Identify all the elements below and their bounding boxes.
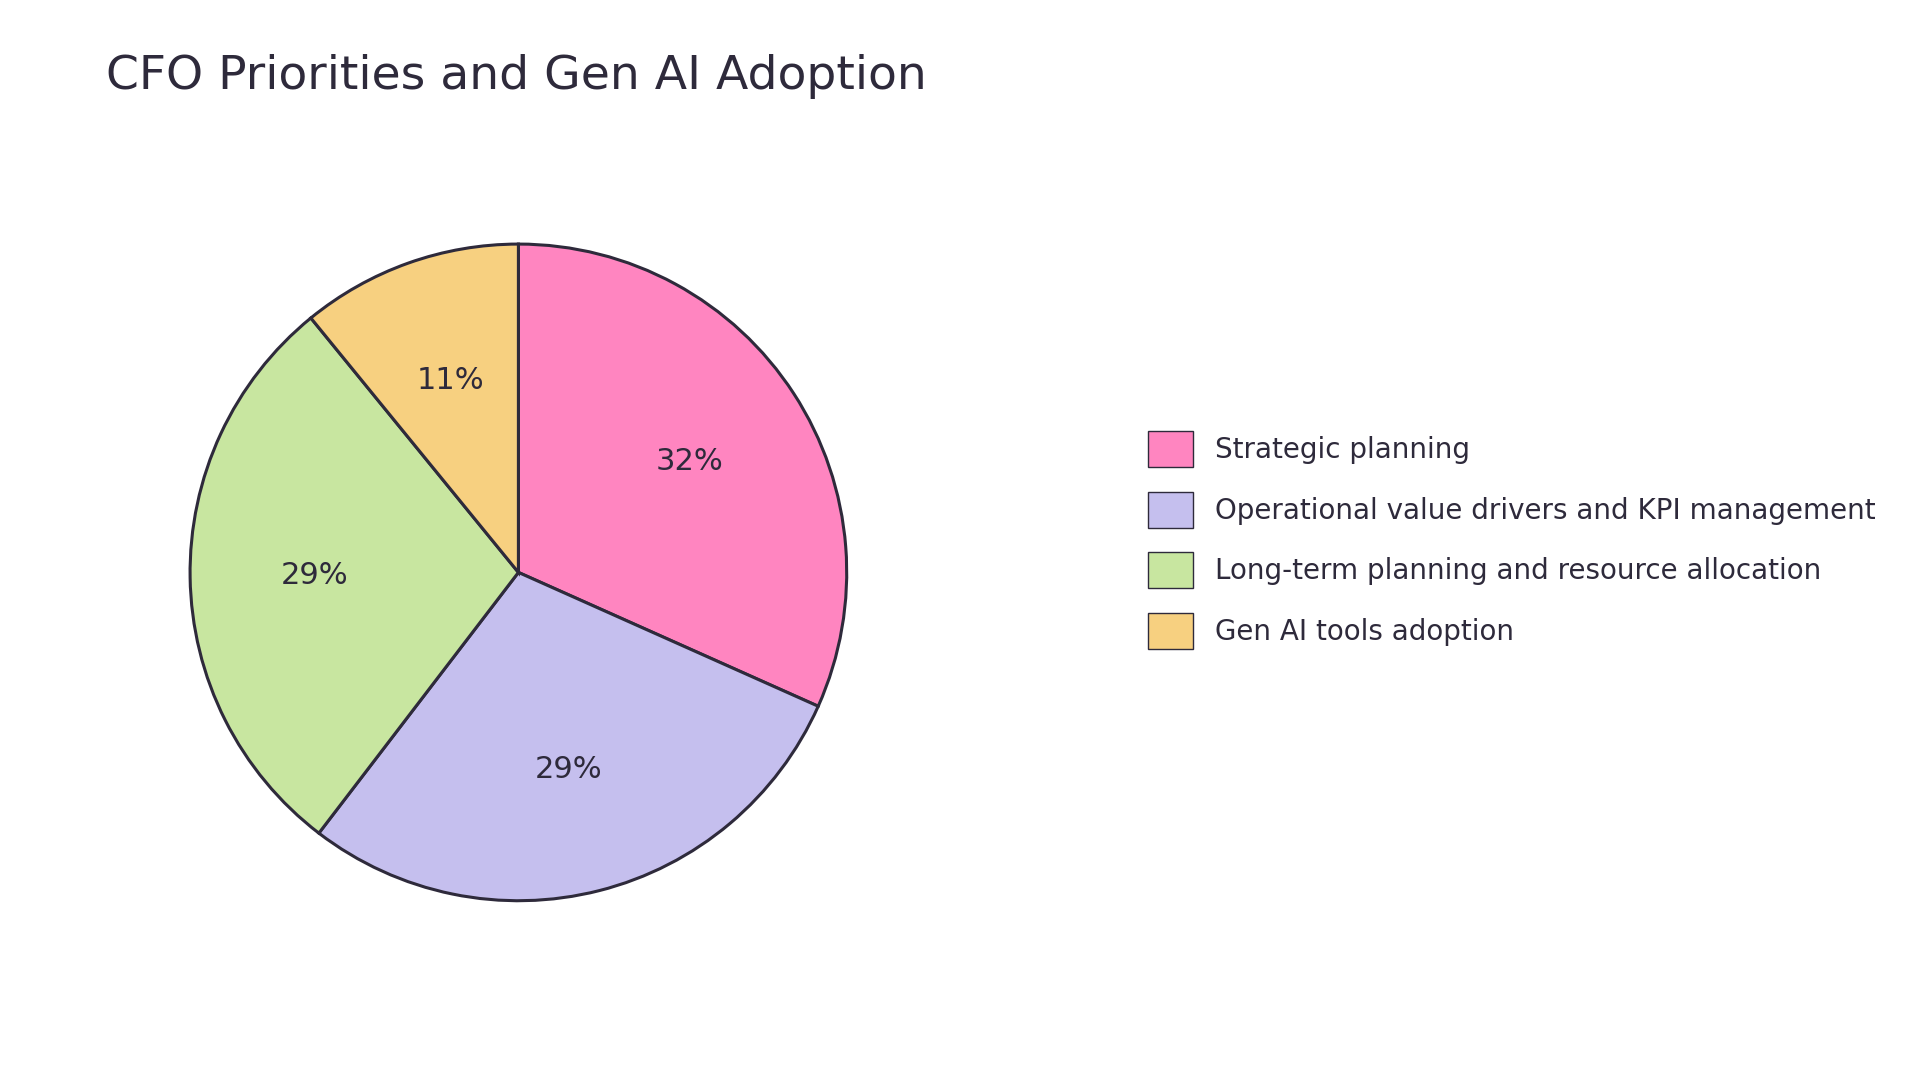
Wedge shape: [311, 244, 518, 572]
Wedge shape: [190, 318, 518, 833]
Text: 29%: 29%: [280, 562, 349, 590]
Wedge shape: [319, 572, 818, 901]
Wedge shape: [518, 244, 847, 706]
Text: 11%: 11%: [417, 366, 484, 395]
Text: CFO Priorities and Gen AI Adoption: CFO Priorities and Gen AI Adoption: [106, 54, 925, 99]
Text: 29%: 29%: [534, 755, 603, 784]
Legend: Strategic planning, Operational value drivers and KPI management, Long-term plan: Strategic planning, Operational value dr…: [1137, 420, 1887, 660]
Text: 32%: 32%: [655, 447, 724, 476]
